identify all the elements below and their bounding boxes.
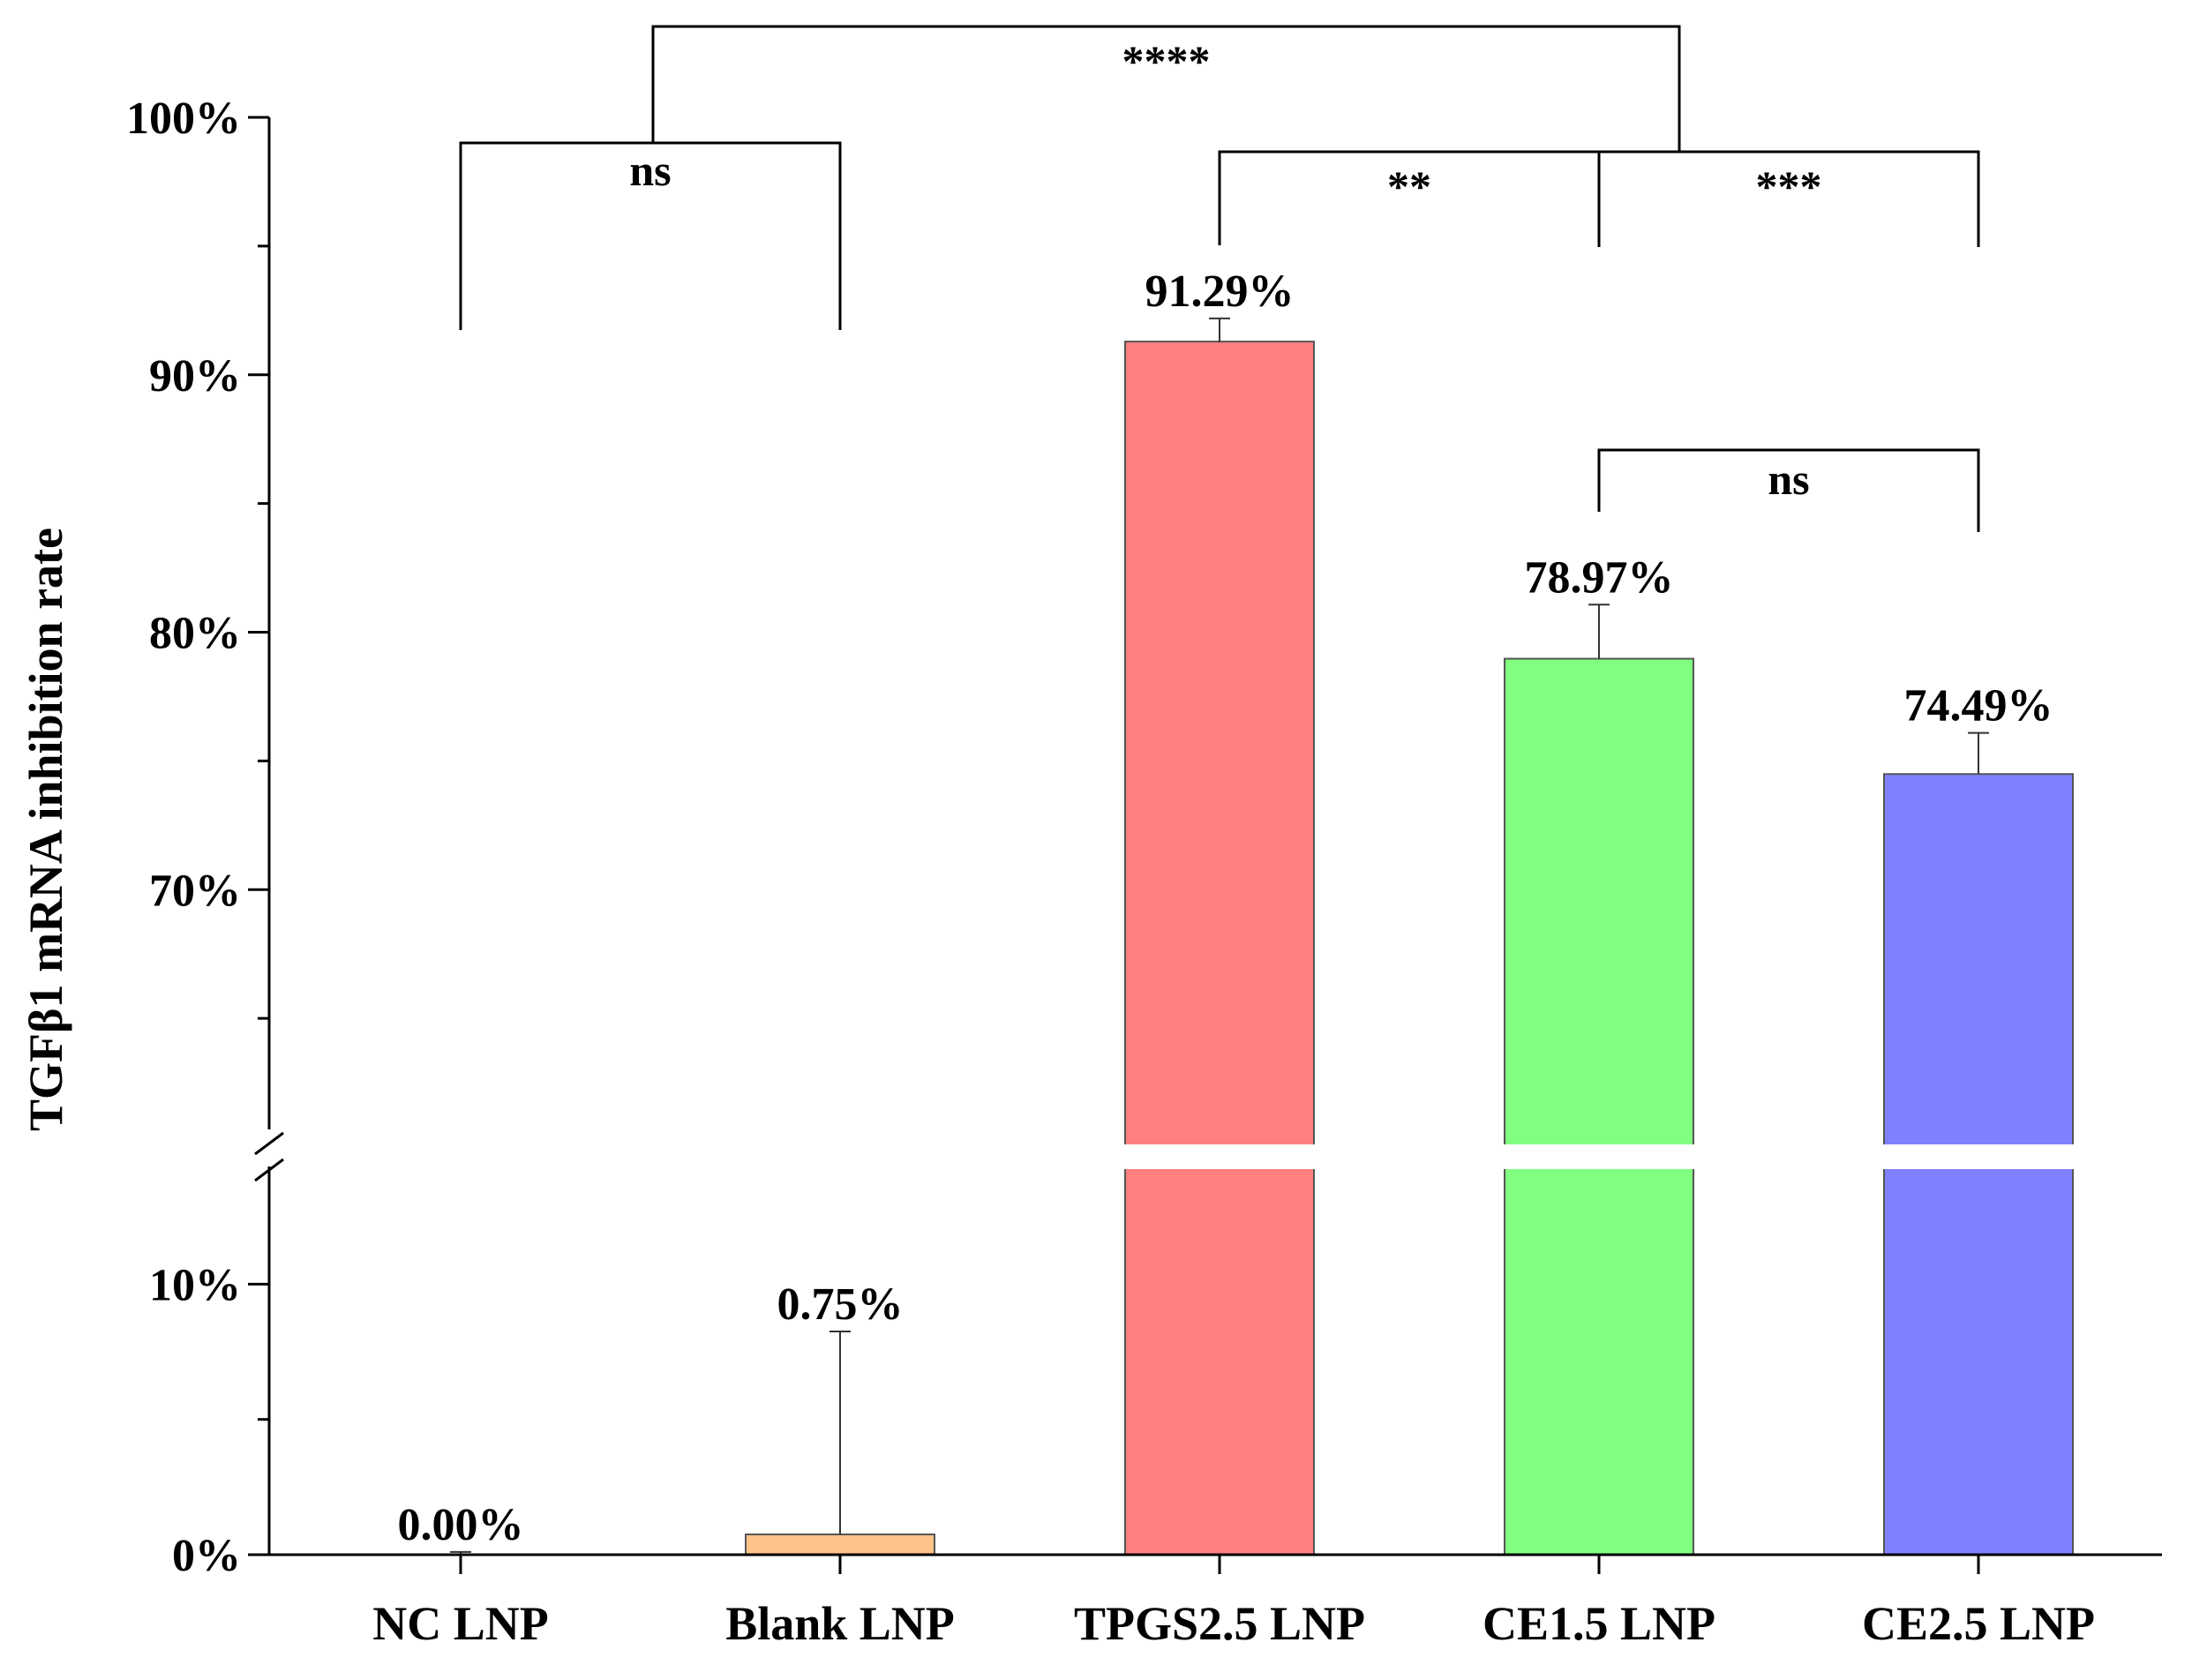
y-tick-label-90: 90% [149,351,241,401]
y-tick-label-100: 100% [126,94,241,144]
sig-bracket-ce15-vs-ce25-lower [1597,448,1980,532]
value-label-tpgs2-5-lnp: 91.29% [1145,266,1295,317]
sig-label-ce15-vs-ce25-lower: ns [1768,454,1809,504]
sig-label-tpgs-vs-ce15: ** [1387,161,1431,211]
sig-label-top: **** [1122,36,1211,86]
bar-break-gap-ce2-5-lnp [1882,1144,2075,1169]
y-tick-label-70: 70% [149,866,241,916]
value-label-ce1-5-lnp: 78.97% [1525,552,1674,603]
y-tick-label-0: 0% [172,1531,241,1581]
bar-break-gap-ce1-5-lnp [1503,1144,1695,1169]
sig-bracket-nc-vs-blank [459,141,842,330]
bar-tpgs2-5-lnp [1124,341,1315,1556]
y-tick-label-80: 80% [149,609,241,659]
x-tick-label-blank-lnp: Blank LNP [725,1597,955,1650]
bar-break-gap-tpgs2-5-lnp [1123,1144,1316,1169]
sig-label-ce15-vs-ce25-upper: *** [1756,161,1822,211]
bar-ce1-5-lnp [1504,657,1694,1556]
bar-blank-lnp [745,1534,935,1556]
axis-break-mark-upper [254,1131,284,1156]
value-label-blank-lnp: 0.75% [777,1279,904,1330]
sig-bracket-top [651,25,1681,152]
x-tick-label-tpgs2-5-lnp: TPGS2.5 LNP [1074,1597,1365,1650]
value-label-nc-lnp: 0.00% [398,1500,524,1550]
x-tick-label-ce2-5-lnp: CE2.5 LNP [1862,1597,2095,1650]
x-tick-label-ce1-5-lnp: CE1.5 LNP [1483,1597,1715,1650]
sig-label-nc-vs-blank: ns [629,146,671,195]
x-tick-label-nc-lnp: NC LNP [372,1597,549,1650]
sig-bracket-ce15-vs-ce25-upper [1597,150,1980,247]
axis-break-mark-lower [254,1158,284,1182]
value-label-ce2-5-lnp: 74.49% [1904,681,2053,731]
y-axis-title: TGFβ1 mRNA inhibition rate [19,528,72,1131]
y-tick-label-10: 10% [149,1260,241,1310]
